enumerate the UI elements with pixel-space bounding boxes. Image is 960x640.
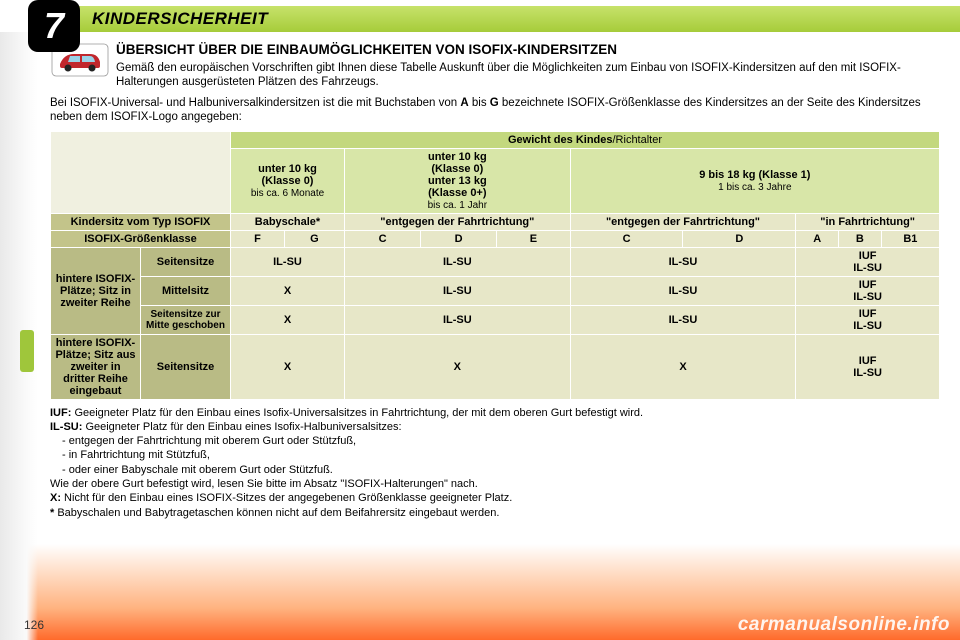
sz-E: E bbox=[497, 230, 570, 247]
pos2-sub: Seitensitze bbox=[141, 334, 231, 399]
side-green-tab bbox=[20, 330, 34, 372]
p2-d: G bbox=[490, 97, 499, 109]
sz-B1: B1 bbox=[881, 230, 939, 247]
p2c3: X bbox=[570, 334, 796, 399]
sz-F: F bbox=[231, 230, 285, 247]
sz-A: A bbox=[796, 230, 839, 247]
p1r3c4b: IL-SU bbox=[853, 320, 882, 332]
w1c: bis ca. 6 Monate bbox=[251, 188, 324, 199]
pos1-sub2: Mittelsitz bbox=[141, 276, 231, 305]
hdr-weight: Gewicht des Kindes/Richtalter bbox=[231, 131, 940, 148]
fn-x-txt: Nicht für den Einbau eines ISOFIX-Sitzes… bbox=[61, 492, 512, 504]
hdr-weight-b: /Richtalter bbox=[613, 134, 663, 146]
p1r2c4b: IL-SU bbox=[853, 291, 882, 303]
p1r1c2: IL-SU bbox=[345, 247, 571, 276]
hdr-w3: 9 bis 18 kg (Klasse 1) 1 bis ca. 3 Jahre bbox=[570, 148, 939, 213]
fn-li2: in Fahrtrichtung mit Stützfuß, bbox=[62, 448, 940, 462]
hdr-w2: unter 10 kg (Klasse 0) unter 13 kg (Klas… bbox=[345, 148, 571, 213]
intro-para2: Bei ISOFIX-Universal- und Halbuniversalk… bbox=[50, 96, 940, 125]
w3a: 9 bis 18 kg (Klasse 1) bbox=[699, 169, 810, 181]
row-type-c1: Babyschale* bbox=[231, 213, 345, 230]
w2d: (Klasse 0+) bbox=[428, 187, 486, 199]
p1r1c4b: IL-SU bbox=[853, 262, 882, 274]
hdr-weight-a: Gewicht des Kindes bbox=[508, 134, 613, 146]
fn-ilsu-lbl: IL-SU: bbox=[50, 421, 82, 433]
row-size-label: ISOFIX-Größenklasse bbox=[51, 230, 231, 247]
sz-G: G bbox=[284, 230, 344, 247]
p2c2: X bbox=[345, 334, 571, 399]
w2a: unter 10 kg bbox=[428, 151, 487, 163]
pos1-label: hintere ISOFIX-Plätze; Sitz in zweiter R… bbox=[51, 247, 141, 334]
pos2-label: hintere ISOFIX-Plätze; Sitz aus zweiter … bbox=[51, 334, 141, 399]
hdr-w1: unter 10 kg (Klasse 0) bis ca. 6 Monate bbox=[231, 148, 345, 213]
row-type-c2: "entgegen der Fahrtrichtung" bbox=[345, 213, 571, 230]
p1r2c4a: IUF bbox=[859, 279, 877, 291]
sz-B: B bbox=[839, 230, 882, 247]
p1r3c2: IL-SU bbox=[345, 305, 571, 334]
p1r1c3: IL-SU bbox=[570, 247, 796, 276]
p2-c: bis bbox=[469, 97, 490, 109]
w2e: bis ca. 1 Jahr bbox=[428, 200, 487, 211]
page-number: 126 bbox=[24, 618, 44, 632]
p1r2c1: X bbox=[231, 276, 345, 305]
p2c4a: IUF bbox=[859, 355, 877, 367]
intro-title: ÜBERSICHT ÜBER DIE EINBAUMÖGLICHKEITEN V… bbox=[116, 42, 940, 57]
p1r3c3: IL-SU bbox=[570, 305, 796, 334]
p1r2c4: IUF IL-SU bbox=[796, 276, 940, 305]
w1a: unter 10 kg bbox=[258, 163, 317, 175]
p1r2c3: IL-SU bbox=[570, 276, 796, 305]
p2c4: IUF IL-SU bbox=[796, 334, 940, 399]
fn-ilsu-txt: Geeigneter Platz für den Einbau eines Is… bbox=[82, 421, 401, 433]
w1b: (Klasse 0) bbox=[262, 175, 314, 187]
fn-iuf-lbl: IUF: bbox=[50, 407, 71, 419]
p1r3c4a: IUF bbox=[859, 308, 877, 320]
sz-C2: C bbox=[570, 230, 683, 247]
title-bar: KINDERSICHERHEIT bbox=[68, 6, 960, 32]
p1r1c1: IL-SU bbox=[231, 247, 345, 276]
p2-a: Bei ISOFIX-Universal- und Halbuniversalk… bbox=[50, 97, 460, 109]
page-content: ÜBERSICHT ÜBER DIE EINBAUMÖGLICHKEITEN V… bbox=[50, 42, 940, 520]
row-type-c3: "entgegen der Fahrtrichtung" bbox=[570, 213, 796, 230]
w2b: (Klasse 0) bbox=[431, 163, 483, 175]
fn-iuf-txt: Geeigneter Platz für den Einbau eines Is… bbox=[71, 407, 643, 419]
p1r1c4: IUF IL-SU bbox=[796, 247, 940, 276]
p1r3c1: X bbox=[231, 305, 345, 334]
fn-star-txt: Babyschalen und Babytragetaschen können … bbox=[54, 507, 499, 519]
p1r2c2: IL-SU bbox=[345, 276, 571, 305]
fn-x-lbl: X: bbox=[50, 492, 61, 504]
intro-subtitle: Gemäß den europäischen Vorschriften gibt… bbox=[116, 61, 940, 90]
pos1-sub1: Seitensitze bbox=[141, 247, 231, 276]
fn-gurt: Wie der obere Gurt befestigt wird, lesen… bbox=[50, 477, 940, 491]
intro-block: ÜBERSICHT ÜBER DIE EINBAUMÖGLICHKEITEN V… bbox=[50, 42, 940, 90]
w3b: 1 bis ca. 3 Jahre bbox=[718, 182, 791, 193]
p2-b: A bbox=[460, 97, 468, 109]
p1r3c4: IUF IL-SU bbox=[796, 305, 940, 334]
row-type-label: Kindersitz vom Typ ISOFIX bbox=[51, 213, 231, 230]
sz-C: C bbox=[345, 230, 421, 247]
w2c: unter 13 kg bbox=[428, 175, 487, 187]
fn-li3: oder einer Babyschale mit oberem Gurt od… bbox=[62, 463, 940, 477]
watermark: carmanualsonline.info bbox=[738, 614, 950, 636]
sz-D2: D bbox=[683, 230, 796, 247]
footnotes: IUF: Geeigneter Platz für den Einbau ein… bbox=[50, 406, 940, 520]
p2c4b: IL-SU bbox=[853, 367, 882, 379]
pos1-sub3: Seitensitze zur Mitte geschoben bbox=[141, 305, 231, 334]
chapter-badge: 7 bbox=[28, 0, 80, 52]
sz-D: D bbox=[421, 230, 497, 247]
p1r1c4a: IUF bbox=[859, 250, 877, 262]
row-type-c4: "in Fahrtrichtung" bbox=[796, 213, 940, 230]
fn-li1: entgegen der Fahrtrichtung mit oberem Gu… bbox=[62, 434, 940, 448]
isofix-table: Gewicht des Kindes/Richtalter unter 10 k… bbox=[50, 131, 940, 400]
p2c1: X bbox=[231, 334, 345, 399]
